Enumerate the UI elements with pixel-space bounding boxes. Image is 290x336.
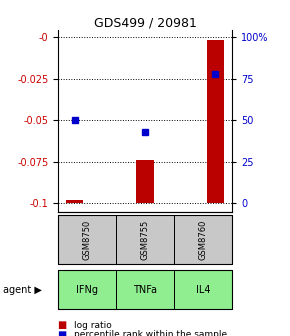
Bar <box>136 160 154 203</box>
Text: ■: ■ <box>58 320 70 330</box>
Title: GDS499 / 20981: GDS499 / 20981 <box>94 16 196 29</box>
Text: GSM8750: GSM8750 <box>82 219 92 259</box>
Text: TNFa: TNFa <box>133 285 157 295</box>
Text: log ratio: log ratio <box>74 321 112 330</box>
Bar <box>66 200 84 203</box>
Text: ■: ■ <box>58 330 70 336</box>
Text: GSM8755: GSM8755 <box>140 219 150 259</box>
Text: GSM8760: GSM8760 <box>198 219 208 260</box>
Text: agent ▶: agent ▶ <box>3 285 42 295</box>
Text: IL4: IL4 <box>196 285 210 295</box>
Bar <box>206 40 224 203</box>
Text: IFNg: IFNg <box>76 285 98 295</box>
Text: percentile rank within the sample: percentile rank within the sample <box>74 330 227 336</box>
